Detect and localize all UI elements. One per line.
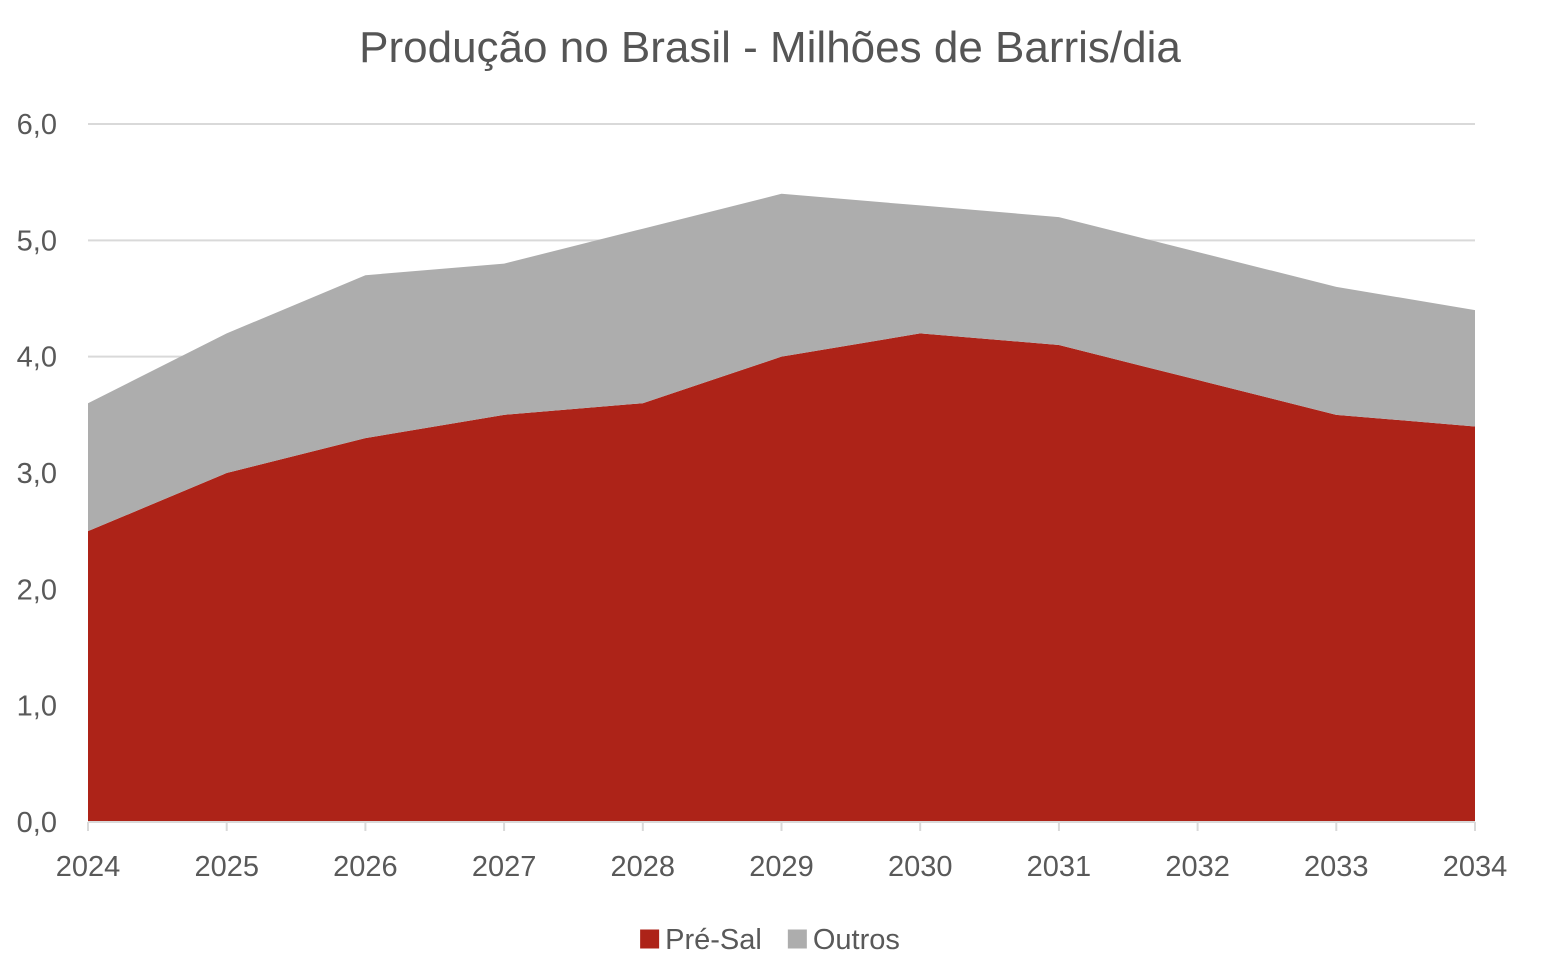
plot-areas: [88, 193, 1475, 822]
y-tick-label: 1,0: [17, 691, 57, 723]
area-series-outros: [88, 193, 1475, 532]
legend-label-outros: Outros: [813, 924, 900, 956]
x-tick-label: 2034: [1443, 851, 1508, 883]
legend-swatch-outros: [787, 929, 807, 949]
x-tick-label: 2031: [1027, 851, 1092, 883]
area-series-pre-sal: [88, 333, 1475, 822]
x-tick-label: 2033: [1304, 851, 1369, 883]
legend-swatch-pre-sal: [640, 929, 660, 949]
chart-title: Produção no Brasil - Milhões de Barris/d…: [359, 23, 1181, 72]
y-tick-label: 0,0: [17, 807, 57, 839]
x-tick-label: 2025: [194, 851, 259, 883]
y-tick-label: 2,0: [17, 574, 57, 606]
y-tick-label: 4,0: [17, 342, 57, 374]
x-tick-label: 2028: [611, 851, 676, 883]
y-tick-label: 6,0: [17, 109, 57, 141]
axes: 0,0 1,0 2,0 3,0 4,0 5,0 6,0 2024 2025 2026 2027 202…: [17, 109, 1508, 883]
legend: Pré-Sal Outros: [640, 924, 900, 956]
x-tick-label: 2026: [333, 851, 398, 883]
x-tick-label: 2029: [749, 851, 814, 883]
y-tick-label: 5,0: [17, 225, 57, 257]
x-tick-label: 2024: [56, 851, 121, 883]
y-tick-label: 3,0: [17, 458, 57, 490]
x-tick-label: 2027: [472, 851, 537, 883]
x-tick-label: 2030: [888, 851, 953, 883]
legend-label-pre-sal: Pré-Sal: [665, 924, 762, 956]
x-tick-label: 2032: [1165, 851, 1230, 883]
